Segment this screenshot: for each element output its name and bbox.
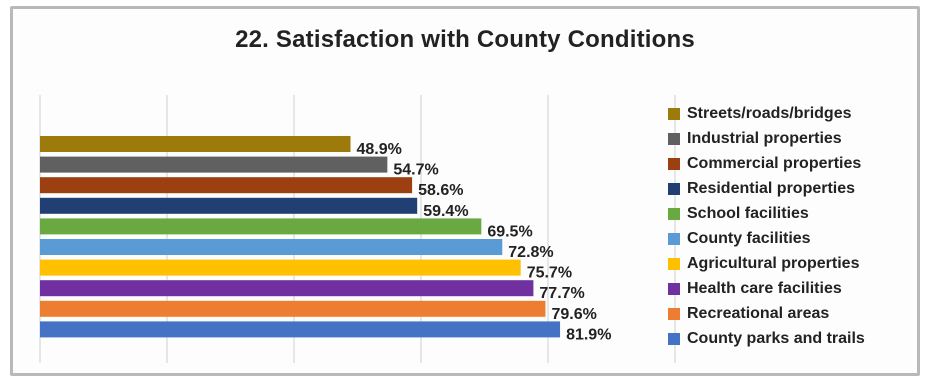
legend-swatch	[668, 207, 680, 220]
legend-label: Streets/roads/bridges	[687, 104, 852, 122]
data-label-1: 54.7%	[393, 162, 438, 179]
legend-item: Agricultural properties	[668, 251, 918, 276]
legend-label: School facilities	[687, 204, 809, 222]
legend-swatch	[668, 232, 680, 245]
legend-label: Recreational areas	[687, 304, 830, 322]
bar-0	[40, 136, 351, 152]
data-label-8: 79.6%	[551, 306, 596, 323]
data-label-5: 72.8%	[508, 244, 553, 261]
plot-area: 48.9% 54.7% 58.6% 59.4% 69.5% 72.8% 75.7% 77.7%…	[39, 95, 676, 363]
data-label-9: 81.9%	[566, 326, 611, 343]
chart-title: 22. Satisfaction with County Conditions	[235, 26, 695, 53]
legend-swatch	[668, 257, 680, 270]
legend-item: School facilities	[668, 201, 918, 226]
bar-9	[40, 321, 561, 338]
legend-swatch	[668, 307, 680, 320]
bar-7	[40, 280, 534, 297]
legend-item: Residential properties	[668, 176, 918, 201]
data-label-6: 75.7%	[527, 265, 572, 282]
legend-label: Commercial properties	[687, 154, 862, 172]
legend-swatch	[668, 332, 680, 345]
bar-2	[40, 177, 413, 194]
legend-item: Commercial properties	[668, 151, 918, 176]
legend-item: Recreational areas	[668, 301, 918, 326]
bar-1	[40, 156, 388, 173]
legend-label: Residential properties	[687, 179, 856, 197]
data-label-7: 77.7%	[539, 285, 584, 302]
data-label-3: 59.4%	[423, 203, 468, 220]
legend-swatch	[668, 132, 680, 145]
bar-4	[40, 218, 482, 235]
data-label-4: 69.5%	[487, 223, 532, 240]
legend-swatch	[668, 107, 680, 120]
legend-item: County facilities	[668, 226, 918, 251]
legend-item: Industrial properties	[668, 126, 918, 151]
legend-swatch	[668, 182, 680, 195]
data-label-2: 58.6%	[418, 182, 463, 199]
legend-label: Agricultural properties	[687, 254, 860, 272]
legend-item: Streets/roads/bridges	[668, 101, 918, 126]
chart-legend: Streets/roads/bridges Industrial properti…	[668, 101, 918, 351]
bar-8	[40, 300, 546, 317]
legend-label: County facilities	[687, 229, 811, 247]
bar-3	[40, 197, 418, 214]
bar-5	[40, 239, 503, 255]
legend-item: County parks and trails	[668, 326, 918, 351]
legend-swatch	[668, 157, 680, 170]
legend-swatch	[668, 282, 680, 295]
legend-label: Industrial properties	[687, 129, 842, 147]
legend-label: Health care facilities	[687, 279, 842, 297]
bar-6	[40, 259, 521, 276]
legend-item: Health care facilities	[668, 276, 918, 301]
legend-label: County parks and trails	[687, 329, 865, 347]
data-label-0: 48.9%	[357, 141, 402, 158]
